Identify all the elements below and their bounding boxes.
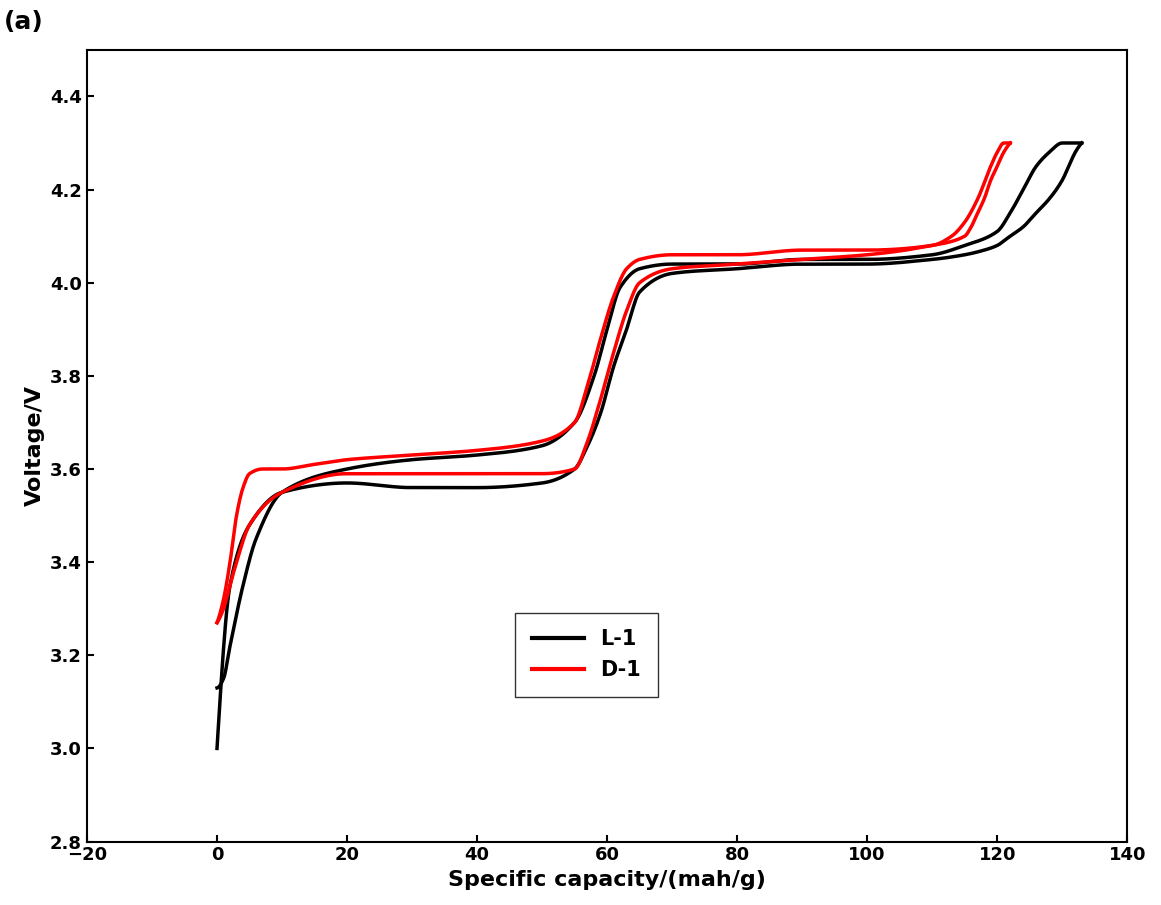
L-1 bbox=[1055, 138, 1069, 148]
Legend: L-1, D-1: L-1, D-1 bbox=[514, 613, 658, 697]
Line: L-1: L-1 bbox=[217, 143, 1082, 688]
D-1 bbox=[1003, 138, 1017, 148]
D-1 bbox=[812, 244, 825, 255]
L-1 bbox=[264, 502, 277, 513]
D-1 bbox=[259, 463, 273, 474]
L-1 bbox=[954, 241, 968, 252]
Y-axis label: Voltage/V: Voltage/V bbox=[24, 386, 44, 506]
L-1 bbox=[866, 254, 880, 265]
L-1 bbox=[210, 682, 224, 693]
Text: (a): (a) bbox=[3, 10, 43, 34]
D-1 bbox=[997, 138, 1011, 148]
X-axis label: Specific capacity/(mah/g): Specific capacity/(mah/g) bbox=[448, 870, 766, 890]
L-1 bbox=[712, 259, 726, 270]
L-1 bbox=[735, 259, 749, 270]
D-1 bbox=[671, 250, 685, 261]
Line: D-1: D-1 bbox=[217, 143, 1010, 623]
L-1 bbox=[760, 256, 774, 267]
D-1 bbox=[893, 243, 907, 254]
L-1 bbox=[1075, 138, 1089, 148]
D-1 bbox=[692, 250, 706, 261]
D-1 bbox=[715, 250, 729, 261]
D-1 bbox=[210, 617, 224, 628]
